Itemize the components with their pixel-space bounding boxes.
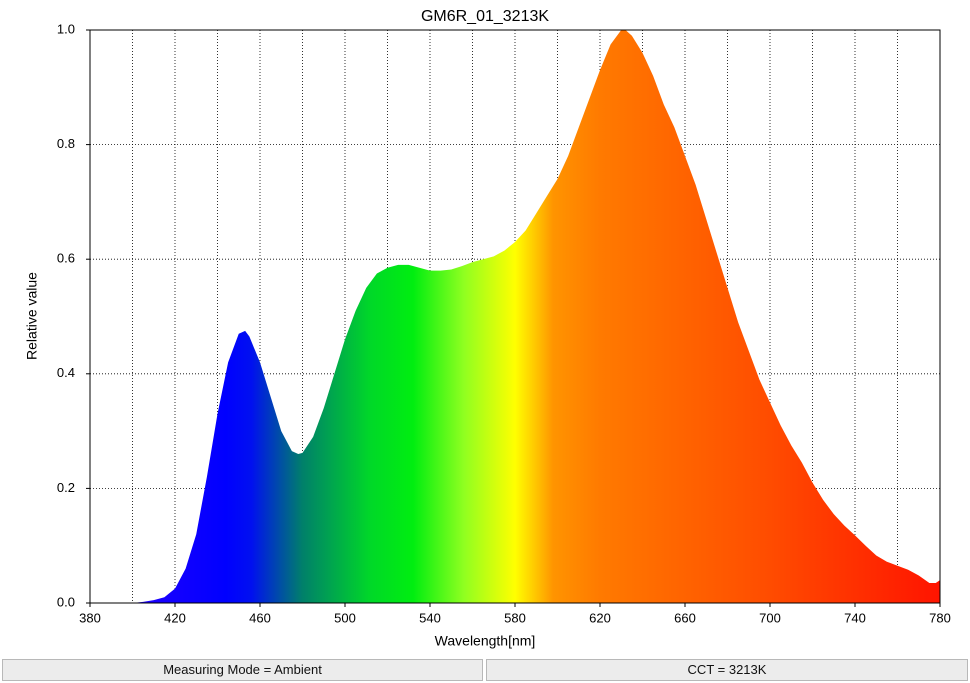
- x-tick-label: 700: [759, 610, 781, 625]
- x-tick-label: 420: [164, 610, 186, 625]
- chart-title: GM6R_01_3213K: [421, 8, 549, 25]
- y-tick-label: 0.6: [57, 251, 75, 266]
- x-tick-label: 380: [79, 610, 101, 625]
- cct: CCT = 3213K: [486, 659, 968, 681]
- y-tick-label: 0.4: [57, 365, 75, 380]
- plot-area: 380 420 460 500 540 580 620 660 700 740 780 0.0 0.2 0…: [57, 21, 951, 625]
- y-tick-label: 0.8: [57, 136, 75, 151]
- measuring-mode: Measuring Mode = Ambient: [2, 659, 483, 681]
- x-tick-label: 500: [334, 610, 356, 625]
- y-tick-label: 0.2: [57, 480, 75, 495]
- x-tick-label: 580: [504, 610, 526, 625]
- spectrum-area: [132, 30, 940, 603]
- x-tick-label: 460: [249, 610, 271, 625]
- x-tick-label: 540: [419, 610, 441, 625]
- x-axis-label: Wavelength[nm]: [435, 633, 536, 649]
- chart: GM6R_01_3213K Wavelength[nm] Relative va…: [24, 8, 951, 649]
- y-axis-label: Relative value: [24, 272, 40, 360]
- y-tick-label: 1.0: [57, 21, 75, 36]
- y-tick-label: 0.0: [57, 594, 75, 609]
- x-tick-label: 620: [589, 610, 611, 625]
- x-tick-label: 740: [844, 610, 866, 625]
- x-tick-label: 780: [929, 610, 951, 625]
- x-tick-label: 660: [674, 610, 696, 625]
